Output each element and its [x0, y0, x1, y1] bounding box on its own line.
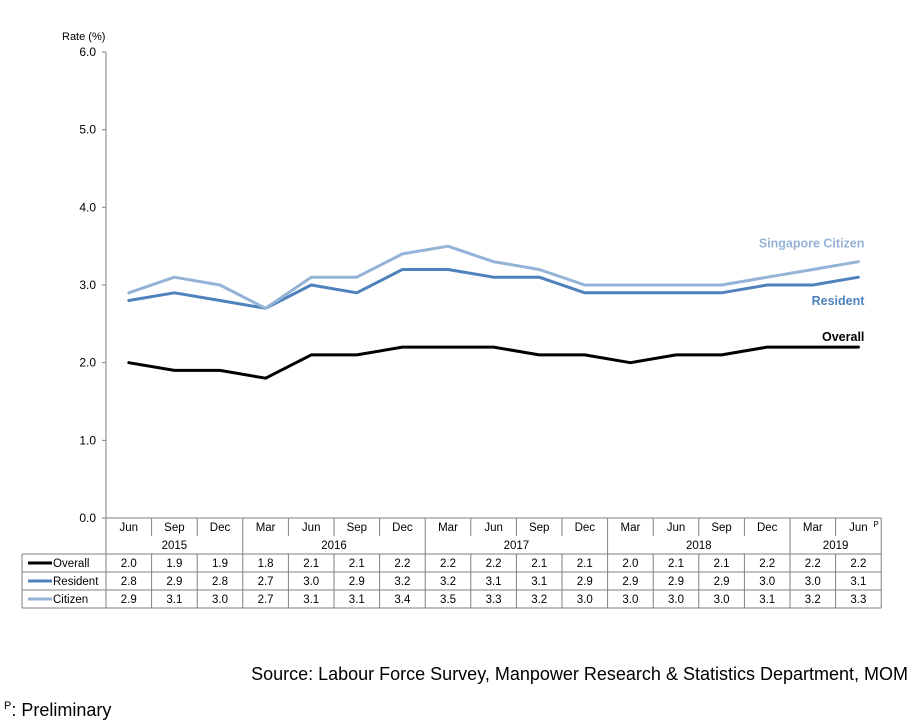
table-cell-value: 3.1	[303, 594, 319, 606]
year-label: 2018	[686, 540, 712, 552]
table-cell-value: 3.0	[303, 576, 319, 588]
y-tick-label: 4.0	[79, 200, 96, 214]
table-cell-value: 3.0	[714, 594, 730, 606]
x-tick-label: Dec	[575, 522, 596, 534]
series-line-citizen	[127, 244, 860, 310]
table-cell-value: 2.1	[531, 558, 547, 570]
series-line-overall	[127, 345, 860, 380]
table-cell-value: 3.2	[440, 576, 456, 588]
table-cell-value: 2.2	[486, 558, 502, 570]
x-tick-label: Dec	[757, 522, 778, 534]
table-cell-value: 2.9	[121, 594, 137, 606]
year-label: 2016	[321, 540, 347, 552]
x-tick-label: Jun	[667, 522, 686, 534]
table-cell-value: 3.3	[850, 594, 866, 606]
table-cell-value: 2.9	[714, 576, 730, 588]
table-cell-value: 3.2	[394, 576, 410, 588]
x-tick-label: Mar	[620, 522, 640, 534]
table-cell-value: 3.0	[668, 594, 684, 606]
x-tick-label: Jun	[302, 522, 321, 534]
table-cell-value: 3.0	[622, 594, 638, 606]
x-tick-label: Jun	[484, 522, 503, 534]
table-cell-value: 3.0	[212, 594, 228, 606]
table-cell-value: 2.2	[440, 558, 456, 570]
x-tick-label: Sep	[711, 522, 731, 534]
table-cell-value: 2.9	[622, 576, 638, 588]
year-label: 2017	[504, 540, 530, 552]
series-end-label-citizen: Singapore Citizen	[759, 237, 865, 251]
table-cell-value: 2.8	[121, 576, 137, 588]
year-label: 2019	[823, 540, 849, 552]
y-tick-label: 0.0	[79, 511, 96, 525]
legend-label-overall: Overall	[53, 558, 89, 570]
table-cell-value: 2.9	[349, 576, 365, 588]
x-tick-label: Mar	[256, 522, 276, 534]
x-tick-label: Mar	[438, 522, 458, 534]
footnote-marker: P	[4, 700, 12, 712]
table-cell-value: 2.9	[577, 576, 593, 588]
y-tick-label: 3.0	[79, 278, 96, 292]
table-cell-value: 3.0	[805, 576, 821, 588]
table-cell-value: 2.7	[258, 594, 274, 606]
table-cell-value: 2.2	[850, 558, 866, 570]
series-end-label-overall: Overall	[822, 330, 864, 344]
table-cell-value: 1.9	[212, 558, 228, 570]
y-tick-label: 5.0	[79, 123, 96, 137]
preliminary-footnote: P: Preliminary	[4, 700, 111, 721]
preliminary-marker: P	[873, 520, 878, 529]
table-cell-value: 1.9	[166, 558, 182, 570]
y-tick-label: 1.0	[79, 433, 96, 447]
table-cell-value: 2.1	[714, 558, 730, 570]
table-cell-value: 2.0	[622, 558, 638, 570]
table-cell-value: 3.0	[577, 594, 593, 606]
table-cell-value: 3.3	[486, 594, 502, 606]
x-tick-label: Sep	[347, 522, 367, 534]
unemployment-rate-chart: 0.0 1.0 2.0 3.0 4.0 5.0 6.0 Rate (%) Overall Resi…	[21, 31, 882, 609]
table-cell-value: 2.1	[349, 558, 365, 570]
table-cell-value: 3.2	[805, 594, 821, 606]
footnote-text: : Preliminary	[11, 700, 112, 720]
year-label: 2015	[162, 540, 188, 552]
y-tick-label: 6.0	[79, 45, 96, 59]
x-tick-label: Jun	[120, 522, 139, 534]
table-cell-value: 2.2	[759, 558, 775, 570]
table-cell-value: 2.1	[577, 558, 593, 570]
table-cell-value: 2.2	[805, 558, 821, 570]
table-cell-value: 3.5	[440, 594, 456, 606]
x-tick-label: Sep	[529, 522, 549, 534]
table-cell-value: 3.1	[850, 576, 866, 588]
y-tick-label: 2.0	[79, 356, 96, 370]
series-end-label-resident: Resident	[812, 294, 866, 308]
table-cell-value: 2.1	[303, 558, 319, 570]
table-cell-value: 2.0	[121, 558, 137, 570]
table-cell-value: 2.1	[668, 558, 684, 570]
table-cell-value: 3.1	[486, 576, 502, 588]
x-tick-label: Jun	[849, 522, 868, 534]
x-tick-label: Dec	[210, 522, 231, 534]
x-tick-label: Dec	[392, 522, 413, 534]
series-line-resident	[127, 268, 860, 310]
table-cell-value: 3.1	[759, 594, 775, 606]
table-cell-value: 3.1	[166, 594, 182, 606]
table-cell-value: 3.0	[759, 576, 775, 588]
table-cell-value: 2.9	[668, 576, 684, 588]
legend-label-citizen: Citizen	[53, 594, 88, 606]
table-cell-value: 3.2	[531, 594, 547, 606]
table-cell-value: 3.4	[394, 594, 411, 606]
x-tick-label: Sep	[164, 522, 184, 534]
y-axis-title: Rate (%)	[62, 31, 105, 43]
table-cell-value: 1.8	[258, 558, 274, 570]
table-cell-value: 2.2	[394, 558, 410, 570]
table-cell-value: 3.1	[349, 594, 365, 606]
legend-label-resident: Resident	[53, 576, 99, 588]
table-cell-value: 2.8	[212, 576, 228, 588]
table-cell-value: 2.7	[258, 576, 274, 588]
table-cell-value: 3.1	[531, 576, 547, 588]
table-cell-value: 2.9	[166, 576, 182, 588]
source-note: Source: Labour Force Survey, Manpower Re…	[251, 664, 908, 684]
x-tick-label: Mar	[803, 522, 823, 534]
